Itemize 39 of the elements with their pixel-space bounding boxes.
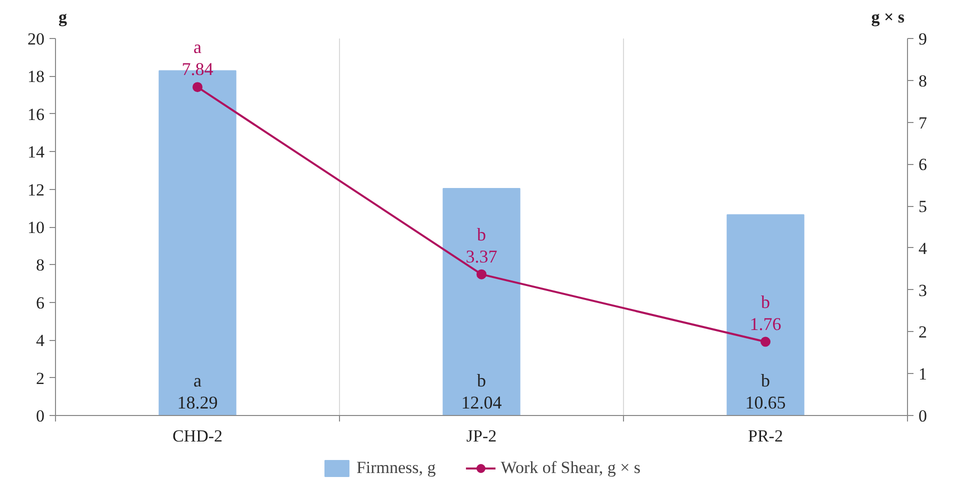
bar (726, 214, 804, 416)
data-label: a 18.29 (177, 370, 218, 412)
data-label: b 3.37 (466, 224, 498, 266)
y2-tick-label: 0 (918, 406, 927, 426)
y2-tick-label: 9 (918, 30, 927, 48)
y-tick-label: 8 (36, 256, 44, 275)
x-tick-label: PR-2 (748, 426, 783, 446)
y2-tick-label: 7 (918, 113, 928, 132)
y-axis-title: g (58, 8, 68, 26)
x-tick-label: CHD-2 (172, 426, 223, 446)
y-tick-label: 16 (28, 104, 44, 124)
data-label: a 7.84 (182, 37, 214, 80)
y2-tick-label: 8 (918, 71, 927, 90)
legend-label: Firmness, g (356, 458, 436, 478)
data-label: b 12.04 (461, 370, 502, 412)
y-tick-label: 18 (28, 67, 44, 86)
point (476, 269, 486, 280)
data-label: b 10.65 (745, 370, 786, 412)
bar (442, 188, 520, 416)
y-tick-label: 2 (36, 368, 44, 388)
y-tick-label: 12 (28, 180, 44, 200)
y-tick-label: 4 (36, 331, 45, 350)
y-tick-label: 20 (28, 30, 44, 48)
legend-label: Work of Shear, g × s (500, 458, 641, 478)
y2-tick-label: 4 (918, 238, 928, 258)
y-tick-label: 0 (36, 406, 44, 426)
point (192, 82, 202, 92)
y2-tick-label: 1 (918, 364, 927, 384)
y2-tick-label: 5 (918, 197, 927, 216)
y2-tick-label: 3 (918, 280, 927, 300)
y2-axis-title: g × s (871, 8, 905, 26)
x-tick-label: JP-2 (466, 426, 497, 446)
data-label: b 1.76 (750, 292, 782, 334)
y-tick-label: 6 (36, 293, 44, 312)
y2-tick-label: 6 (918, 155, 927, 174)
point (760, 336, 770, 347)
y-tick-label: 10 (28, 218, 44, 237)
y-tick-label: 14 (28, 142, 45, 162)
y2-tick-label: 2 (918, 322, 927, 342)
